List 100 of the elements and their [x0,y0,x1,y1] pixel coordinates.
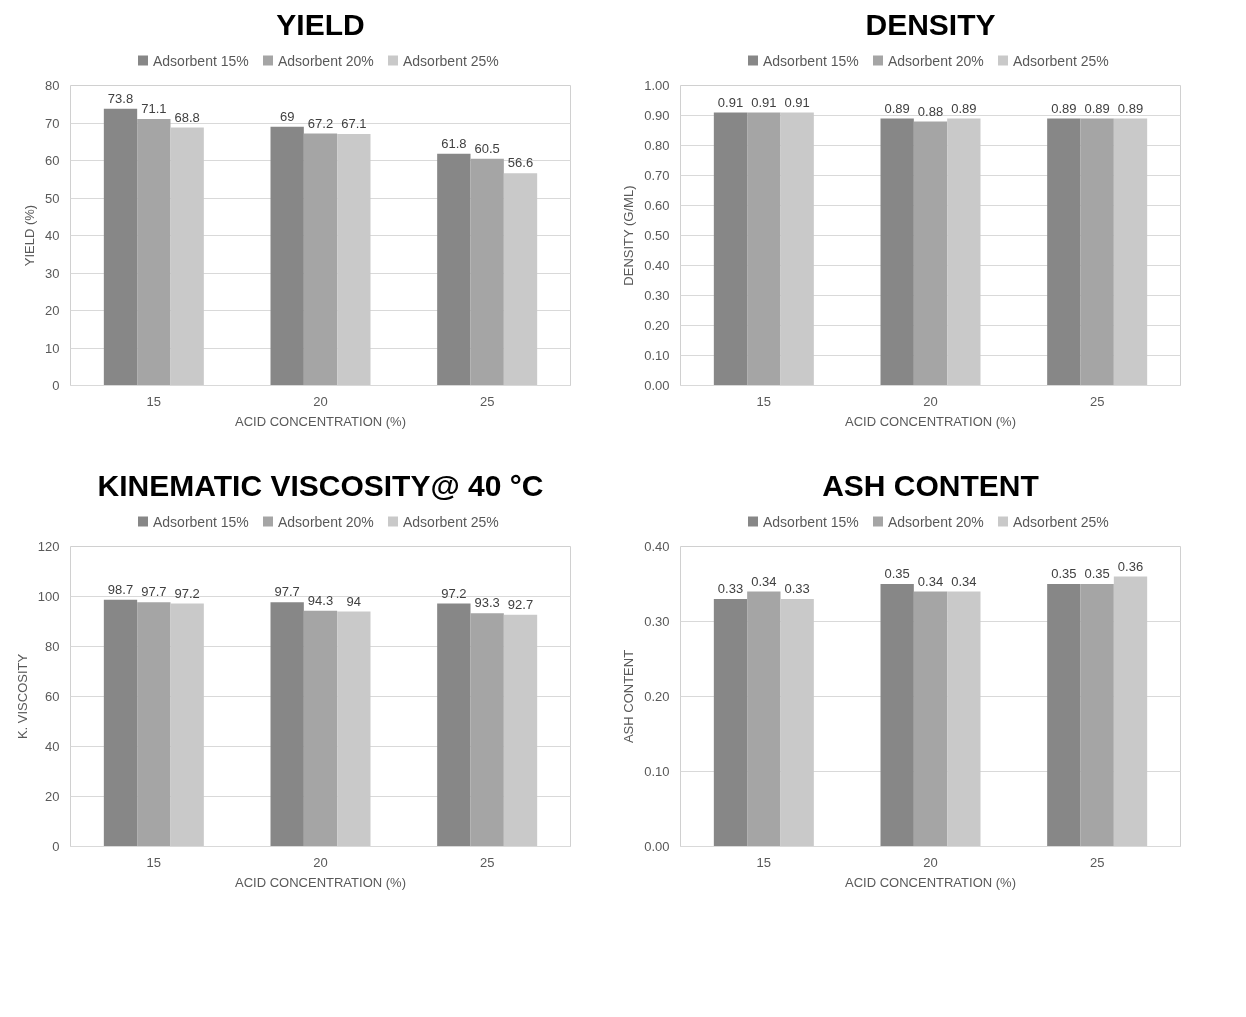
bar [1047,584,1081,847]
legend-label: Adsorbent 20% [278,52,374,69]
data-label: 0.88 [917,103,944,119]
bar [880,584,914,847]
y-tick-label: 0.70 [644,168,670,183]
data-label: 61.8 [441,135,467,151]
x-tick-label: 25 [479,854,495,870]
bar [1113,118,1148,386]
bar [470,613,504,847]
y-tick-label: 60 [45,689,60,704]
bar [337,133,371,386]
bar [747,591,781,847]
bar [270,602,304,847]
y-tick-label: 0.40 [644,258,670,273]
data-label: 0.34 [917,573,944,589]
y-tick-label: 20 [45,303,60,318]
chart-title: YIELD [276,7,365,41]
y-tick-label: 70 [45,115,60,131]
data-label: 0.33 [784,581,810,596]
bar [913,121,948,386]
x-tick-label: 15 [756,854,772,870]
bar [137,118,171,386]
data-label: 71.1 [141,100,167,116]
y-tick-label: 0.10 [644,764,670,779]
y-axis-title: K. VISCOSITY [14,653,30,740]
x-tick-label: 25 [479,393,495,409]
legend-label: Adsorbent 25% [1013,52,1109,69]
y-tick-label: 0.20 [644,689,670,704]
bar [713,112,748,386]
data-label: 0.34 [951,573,977,589]
bar [780,112,814,386]
y-tick-label: 0 [52,839,60,854]
bar [137,602,171,847]
legend-label: Adsorbent 20% [888,513,984,530]
bar [303,133,338,386]
legend-label: Adsorbent 15% [153,513,249,530]
y-tick-label: 10 [45,340,60,356]
bar [947,591,981,847]
y-tick-label: 0.30 [644,614,670,629]
y-tick-label: 0.10 [644,348,670,363]
x-tick-label: 15 [146,393,162,409]
x-axis-title: ACID CONCENTRATION (%) [235,413,406,429]
y-tick-label: 40 [45,739,60,754]
data-label: 0.33 [717,581,744,596]
bar [1113,576,1148,847]
data-label: 0.35 [884,566,910,581]
data-label: 0.89 [1084,100,1110,116]
bar [913,591,948,847]
bar [470,158,504,386]
legend-label: Adsorbent 15% [763,513,859,530]
bar [437,153,471,386]
legend-label: Adsorbent 25% [403,52,499,69]
data-label: 97.7 [274,584,300,600]
legend-label: Adsorbent 15% [153,52,249,69]
bar [103,108,138,386]
y-tick-label: 120 [37,539,60,554]
data-label: 92.7 [507,596,534,612]
legend-label: Adsorbent 20% [888,52,984,69]
data-label: 69 [279,108,295,124]
bar [170,127,204,386]
bar [303,610,338,847]
bar [170,603,204,847]
bar [1047,118,1081,386]
x-axis-title: ACID CONCENTRATION (%) [845,413,1016,429]
bar [947,118,981,386]
legend-label: Adsorbent 25% [1013,513,1109,530]
y-tick-label: 0.30 [644,288,670,303]
data-label: 94 [346,593,362,609]
data-label: 0.89 [1117,100,1144,116]
bar [1080,584,1114,847]
data-label: 0.34 [751,573,777,589]
x-axis-title: ACID CONCENTRATION (%) [845,874,1016,890]
x-axis-title: ACID CONCENTRATION (%) [235,874,406,890]
y-tick-label: 1.00 [644,78,670,93]
data-label: 0.35 [1051,566,1077,581]
x-tick-label: 20 [923,393,938,409]
data-label: 56.6 [507,155,534,171]
x-tick-label: 25 [1089,854,1105,870]
y-tick-label: 0.90 [644,108,670,123]
y-tick-label: 0.50 [644,228,670,243]
y-tick-label: 0.00 [644,839,670,854]
data-label: 0.36 [1117,558,1144,574]
bar [780,599,814,847]
bar [1080,118,1114,386]
data-label: 0.91 [784,94,810,110]
x-tick-label: 20 [313,393,328,409]
bar [503,173,538,386]
data-label: 94.3 [307,592,334,608]
y-tick-label: 50 [45,190,60,206]
data-label: 0.89 [951,100,977,116]
y-tick-label: 80 [45,639,60,654]
y-tick-label: 0.20 [644,318,670,333]
bar [103,599,138,847]
y-tick-label: 0.00 [644,378,670,393]
legend-label: Adsorbent 15% [763,52,859,69]
data-label: 0.89 [884,100,910,116]
data-label: 97.2 [174,585,200,601]
data-label: 97.2 [441,585,467,601]
data-label: 67.1 [341,115,367,131]
bar [747,112,781,386]
